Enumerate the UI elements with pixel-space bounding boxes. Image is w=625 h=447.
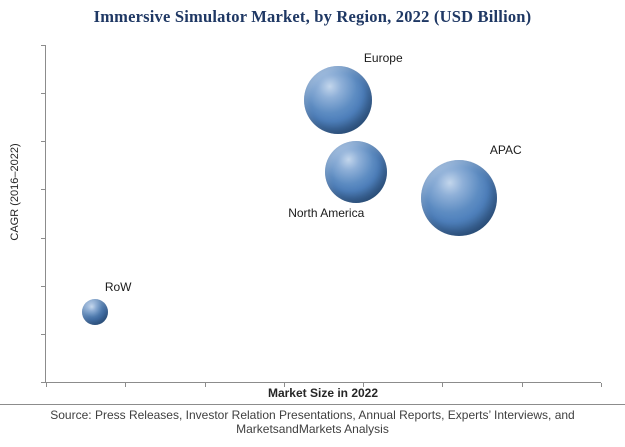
source-line-1: Source: Press Releases, Investor Relatio…: [50, 408, 575, 422]
x-axis-tick: [363, 383, 365, 387]
x-axis-tick: [204, 383, 206, 387]
bubble-apac: [420, 159, 497, 236]
footer-divider: [0, 404, 625, 405]
x-axis-tick: [125, 383, 127, 387]
bubble-label-row: RoW: [104, 280, 132, 295]
y-axis-tick: [41, 333, 45, 335]
y-axis-tick: [41, 382, 45, 383]
bubble-north-america: [325, 140, 388, 203]
x-axis-tick: [442, 383, 444, 387]
bubble-label-europe: Europe: [363, 50, 403, 65]
bubble-label-apac: APAC: [489, 142, 522, 157]
x-axis-tick: [521, 383, 523, 387]
x-axis-tick: [601, 383, 602, 387]
plot-area: Europe North America APAC RoW: [41, 45, 602, 387]
chart-title: Immersive Simulator Market, by Region, 2…: [93, 7, 532, 26]
bubble-europe: [303, 65, 372, 134]
bubble-row: [81, 299, 108, 326]
y-axis-tick: [41, 141, 45, 143]
y-axis-label: CAGR (2016–2022): [9, 143, 21, 241]
y-axis-tick: [41, 189, 45, 191]
source-note: Source: Press Releases, Investor Relatio…: [0, 408, 625, 436]
source-line-2: MarketsandMarkets Analysis: [236, 422, 389, 436]
x-axis-label: Market Size in 2022: [267, 386, 379, 400]
y-axis-tick: [41, 93, 45, 95]
x-axis-tick: [283, 383, 285, 387]
x-axis-tick: [46, 383, 47, 387]
bubble-label-north-america: North America: [288, 205, 365, 220]
y-axis-tick: [41, 237, 45, 239]
y-axis-tick: [41, 285, 45, 287]
y-axis-tick: [41, 45, 45, 46]
